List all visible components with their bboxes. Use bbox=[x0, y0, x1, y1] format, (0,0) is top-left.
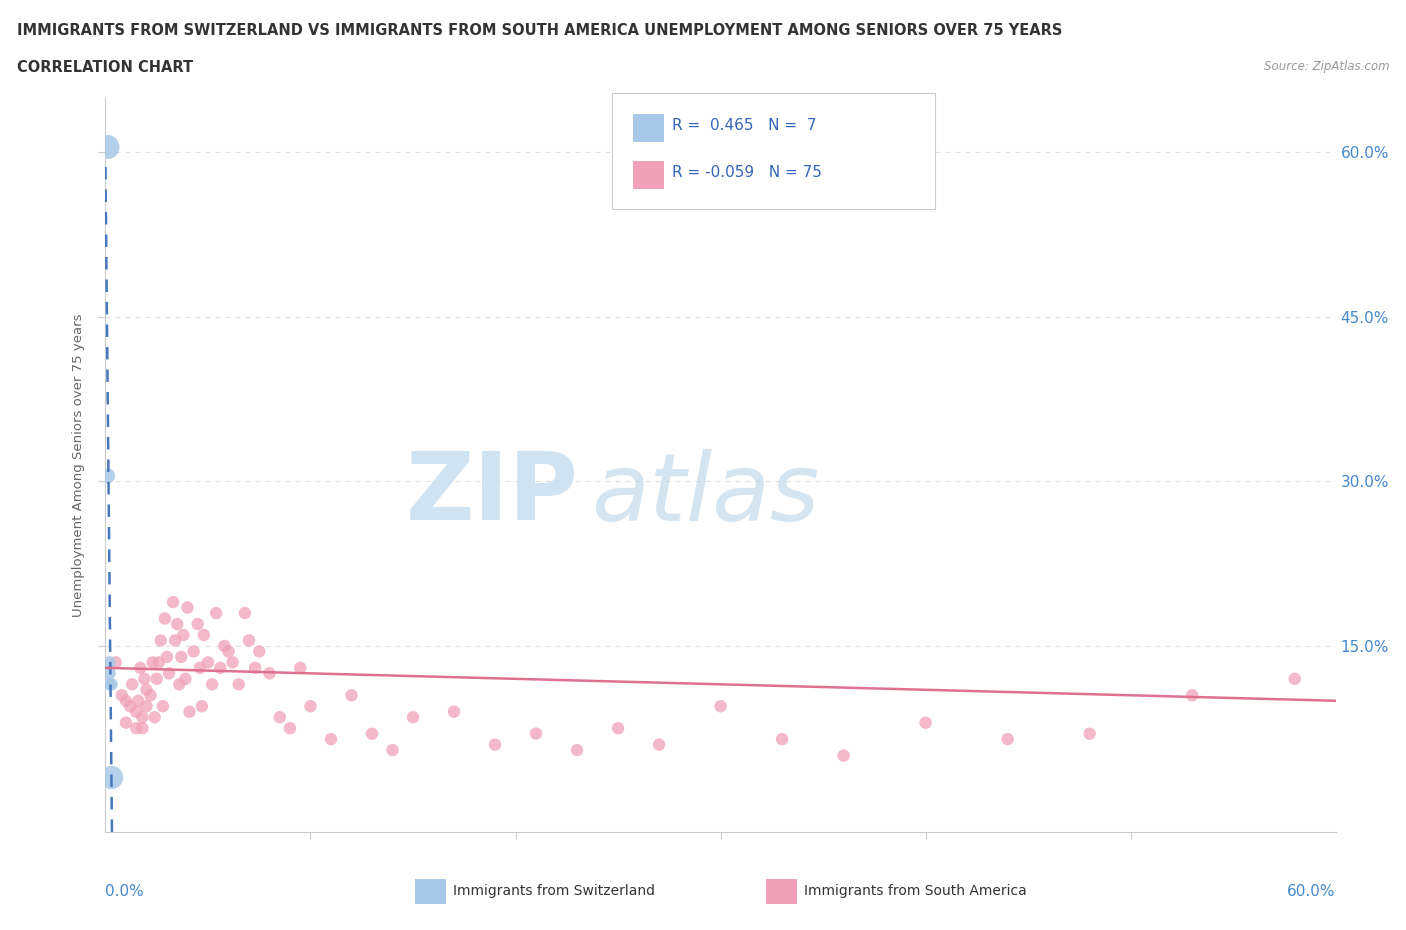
Point bbox=[162, 594, 184, 609]
Point bbox=[269, 710, 291, 724]
Point bbox=[170, 649, 193, 664]
Point bbox=[607, 721, 630, 736]
Point bbox=[176, 600, 198, 615]
Point bbox=[165, 633, 187, 648]
Point bbox=[188, 660, 211, 675]
Point bbox=[96, 140, 118, 154]
Point bbox=[247, 644, 270, 658]
Point bbox=[319, 732, 342, 747]
Point bbox=[98, 677, 121, 692]
Point bbox=[209, 660, 232, 675]
Point bbox=[233, 605, 256, 620]
Point bbox=[381, 743, 404, 758]
Point bbox=[125, 721, 148, 736]
Point bbox=[1284, 671, 1306, 686]
Point bbox=[443, 704, 465, 719]
Point bbox=[914, 715, 936, 730]
Point bbox=[100, 770, 122, 785]
Point bbox=[131, 721, 153, 736]
Point bbox=[148, 655, 170, 670]
Point bbox=[299, 698, 322, 713]
Point bbox=[111, 688, 134, 703]
Point bbox=[191, 698, 214, 713]
Text: IMMIGRANTS FROM SWITZERLAND VS IMMIGRANTS FROM SOUTH AMERICA UNEMPLOYMENT AMONG : IMMIGRANTS FROM SWITZERLAND VS IMMIGRANT… bbox=[17, 23, 1063, 38]
Text: ZIP: ZIP bbox=[406, 448, 579, 540]
Point bbox=[125, 704, 148, 719]
Point bbox=[228, 677, 250, 692]
Point bbox=[183, 644, 205, 658]
Point bbox=[156, 649, 179, 664]
Point bbox=[997, 732, 1019, 747]
Point bbox=[340, 688, 363, 703]
Point bbox=[127, 694, 149, 709]
Text: 0.0%: 0.0% bbox=[105, 884, 145, 898]
Point bbox=[98, 666, 121, 681]
Point bbox=[218, 644, 240, 658]
Point bbox=[484, 737, 506, 752]
Point bbox=[221, 655, 243, 670]
Point bbox=[565, 743, 588, 758]
Point bbox=[98, 655, 121, 670]
Point bbox=[131, 710, 153, 724]
Text: Immigrants from South America: Immigrants from South America bbox=[804, 884, 1026, 898]
Point bbox=[135, 683, 157, 698]
Point bbox=[104, 655, 127, 670]
Text: R = -0.059   N = 75: R = -0.059 N = 75 bbox=[672, 165, 823, 179]
Y-axis label: Unemployment Among Seniors over 75 years: Unemployment Among Seniors over 75 years bbox=[72, 313, 86, 617]
Point bbox=[1181, 688, 1204, 703]
Point bbox=[115, 715, 138, 730]
Point bbox=[174, 671, 197, 686]
Point bbox=[169, 677, 191, 692]
Point bbox=[135, 698, 157, 713]
Point bbox=[278, 721, 301, 736]
Point bbox=[115, 694, 138, 709]
Point bbox=[402, 710, 425, 724]
Point bbox=[238, 633, 260, 648]
Point bbox=[1078, 726, 1101, 741]
Point bbox=[187, 617, 209, 631]
Text: CORRELATION CHART: CORRELATION CHART bbox=[17, 60, 193, 75]
Point bbox=[149, 633, 172, 648]
Point bbox=[120, 698, 141, 713]
Point bbox=[166, 617, 188, 631]
Point bbox=[770, 732, 793, 747]
Point bbox=[524, 726, 547, 741]
Text: R =  0.465   N =  7: R = 0.465 N = 7 bbox=[672, 118, 817, 133]
Point bbox=[172, 628, 194, 643]
Text: Source: ZipAtlas.com: Source: ZipAtlas.com bbox=[1264, 60, 1389, 73]
Point bbox=[201, 677, 224, 692]
Point bbox=[145, 671, 167, 686]
Point bbox=[139, 688, 162, 703]
Point bbox=[152, 698, 174, 713]
Point bbox=[205, 605, 228, 620]
Point bbox=[259, 666, 281, 681]
Point bbox=[129, 660, 152, 675]
Point bbox=[96, 469, 118, 484]
Point bbox=[710, 698, 733, 713]
Point bbox=[121, 677, 143, 692]
Point bbox=[214, 639, 236, 654]
Point bbox=[243, 660, 266, 675]
Point bbox=[179, 704, 201, 719]
Point bbox=[197, 655, 219, 670]
Point bbox=[143, 710, 166, 724]
Text: Immigrants from Switzerland: Immigrants from Switzerland bbox=[453, 884, 655, 898]
Point bbox=[153, 611, 176, 626]
Point bbox=[648, 737, 671, 752]
Point bbox=[193, 628, 215, 643]
Point bbox=[290, 660, 312, 675]
Text: 60.0%: 60.0% bbox=[1288, 884, 1336, 898]
Point bbox=[832, 748, 855, 763]
Point bbox=[142, 655, 165, 670]
Point bbox=[157, 666, 180, 681]
Point bbox=[361, 726, 384, 741]
Point bbox=[134, 671, 156, 686]
Point bbox=[100, 677, 122, 692]
Text: atlas: atlas bbox=[592, 449, 820, 540]
